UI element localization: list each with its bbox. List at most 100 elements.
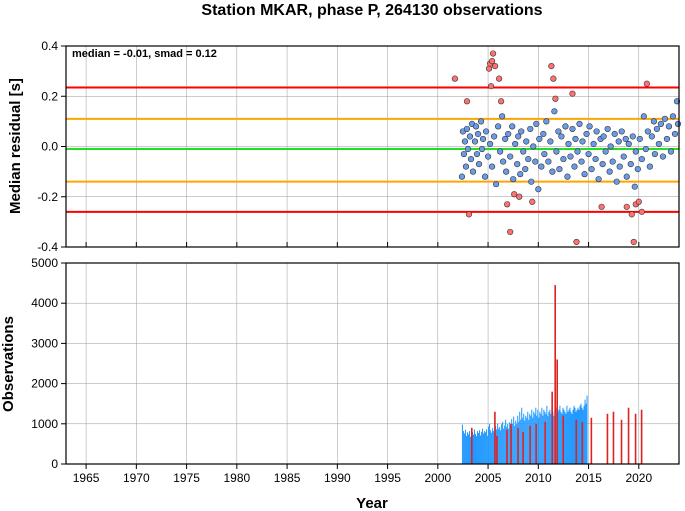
observation-bar-flagged <box>535 423 537 464</box>
residual-point <box>564 173 571 180</box>
residual-y-axis-label: Median residual [s] <box>7 78 24 214</box>
observation-bar <box>484 431 486 464</box>
observation-bar <box>468 431 470 464</box>
residual-point <box>499 113 506 120</box>
observation-bar <box>543 409 545 464</box>
observation-bar <box>479 430 481 464</box>
residual-point <box>573 238 580 246</box>
x-tick-label: 2005 <box>475 471 502 485</box>
observation-bar <box>561 413 563 464</box>
residual-point <box>674 120 682 127</box>
residual-point <box>466 133 474 140</box>
residual-point <box>592 155 599 163</box>
observation-bar <box>514 425 516 464</box>
observation-bar <box>520 419 522 464</box>
residual-point <box>655 140 663 148</box>
residual-point <box>541 150 548 158</box>
residual-point <box>463 125 471 133</box>
residual-point <box>498 98 505 105</box>
residual-point <box>623 173 630 180</box>
observation-bar <box>500 430 502 464</box>
residual-point <box>593 128 600 135</box>
observation-bar <box>533 411 535 464</box>
observation-bar <box>583 405 585 464</box>
residual-point <box>638 155 645 163</box>
observation-bar <box>501 424 503 464</box>
residual-point <box>642 145 649 153</box>
observation-bar-flagged <box>470 427 473 464</box>
residual-point <box>465 211 473 218</box>
observation-bar <box>488 426 490 464</box>
residual-point <box>586 123 593 130</box>
observation-bar-flagged <box>575 419 578 464</box>
residual-point <box>585 150 592 158</box>
observations-y-ticks: 0 1000 2000 3000 4000 5000 <box>31 256 66 471</box>
observation-bar <box>572 409 574 464</box>
residual-point <box>487 83 495 90</box>
observation-bar <box>515 420 517 464</box>
residual-point <box>578 158 585 165</box>
residual-point <box>472 123 480 130</box>
residual-points <box>451 50 682 246</box>
residual-point <box>505 130 512 138</box>
residual-point <box>515 133 522 140</box>
residual-point <box>463 98 471 105</box>
observation-bar <box>478 433 480 464</box>
residual-point <box>485 65 493 72</box>
residual-point <box>527 125 534 133</box>
y-tick-label: 0.2 <box>41 89 58 103</box>
residual-point <box>474 130 482 138</box>
observation-bar <box>532 417 534 464</box>
residual-point <box>540 130 547 138</box>
observation-bar <box>565 413 567 464</box>
residual-point <box>486 140 494 148</box>
observations-bars <box>461 285 643 464</box>
residual-point <box>535 186 542 193</box>
observation-bar <box>475 433 477 464</box>
observation-bar <box>485 432 487 464</box>
observation-bar <box>508 428 510 464</box>
residual-point <box>492 62 499 70</box>
residual-point <box>530 143 537 150</box>
observation-bar <box>504 425 506 464</box>
observation-bar-flagged <box>620 419 623 464</box>
residual-point <box>549 168 556 175</box>
observation-bar <box>461 424 463 464</box>
observation-bar <box>538 417 540 464</box>
observation-bar <box>578 409 580 464</box>
residual-point <box>565 140 572 148</box>
observation-bar <box>498 428 500 464</box>
residual-point <box>631 183 638 190</box>
residual-point <box>469 168 477 175</box>
residual-point <box>630 238 637 246</box>
residual-point <box>481 173 489 180</box>
residual-point <box>532 158 539 165</box>
observation-bar <box>489 423 491 464</box>
y-tick-label: 4000 <box>31 296 58 310</box>
residual-point <box>569 125 576 133</box>
y-tick-label: 0.4 <box>41 39 58 53</box>
residual-point <box>518 128 525 135</box>
observation-bar <box>548 411 550 464</box>
residual-point <box>569 90 576 97</box>
observation-bar <box>574 407 576 464</box>
x-tick-label: 2015 <box>575 471 602 485</box>
residual-point <box>650 118 657 125</box>
observation-bar-flagged <box>517 427 519 464</box>
residual-point <box>583 130 590 138</box>
x-tick-label: 2000 <box>424 471 451 485</box>
observation-bar <box>462 431 464 464</box>
residual-point <box>623 203 630 210</box>
residual-point <box>613 178 620 185</box>
residual-point <box>667 148 675 155</box>
x-tick-label: 1975 <box>173 471 200 485</box>
observations-x-ticks: 1965 1970 1975 1980 1985 1990 1995 2000 2005 2010… <box>73 464 652 485</box>
residual-point <box>659 153 667 160</box>
observation-bar-flagged <box>606 413 609 464</box>
observation-bar <box>521 407 523 464</box>
y-tick-label: 0.0 <box>41 140 58 154</box>
residual-point <box>555 128 562 135</box>
residual-point <box>460 150 468 158</box>
residual-point <box>522 166 529 173</box>
residual-point <box>502 135 509 143</box>
